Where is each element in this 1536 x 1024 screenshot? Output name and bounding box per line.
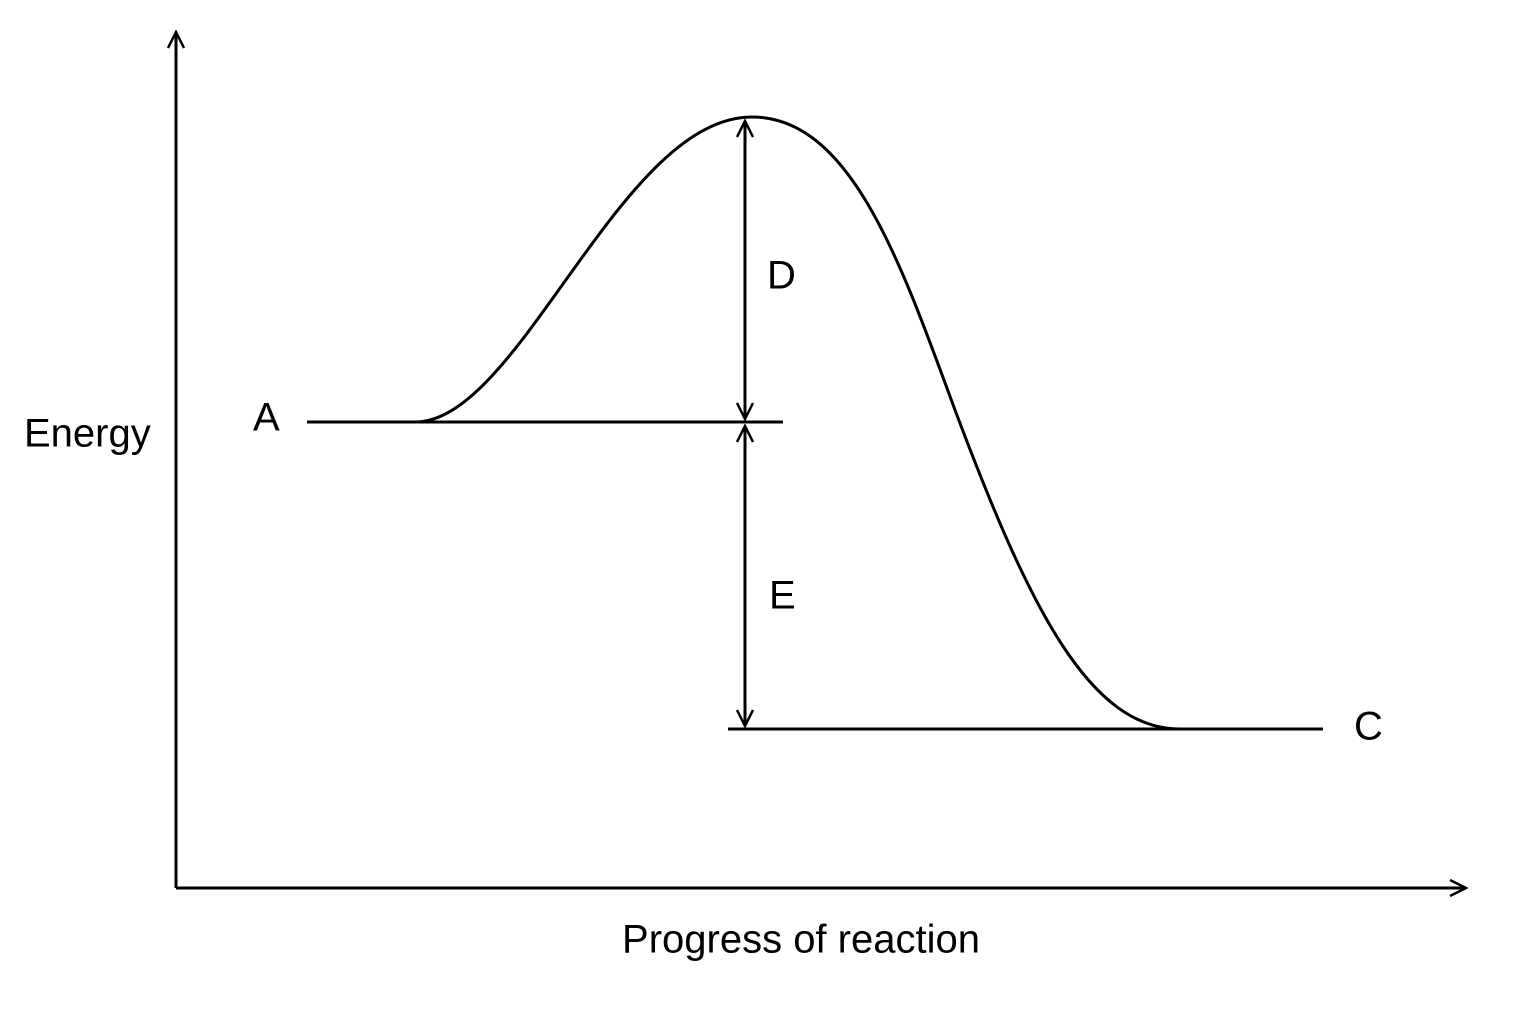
upper-arrow-label: D [767, 254, 796, 298]
energy-curve [414, 115, 1181, 731]
end-label: C [1354, 705, 1383, 749]
x-axis-label: Progress of reaction [622, 918, 980, 962]
y-axis-label: Energy [24, 412, 151, 456]
start-label: A [253, 396, 280, 440]
lower-arrow-label: E [769, 574, 796, 618]
